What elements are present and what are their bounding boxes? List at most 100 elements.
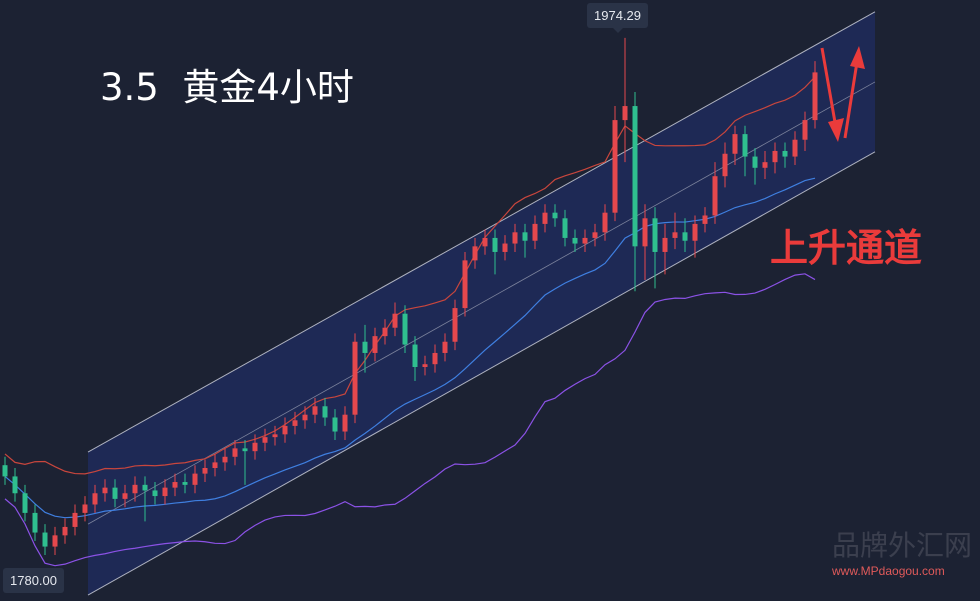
candle — [732, 125, 738, 165]
candle-body — [732, 134, 738, 154]
candle-body — [22, 493, 28, 513]
channel-upper-line — [87, 11, 876, 453]
candle-body — [392, 313, 398, 328]
candle — [452, 299, 458, 351]
bollinger-upper-band — [4, 76, 816, 475]
candle-body — [672, 232, 678, 238]
candle-body — [332, 417, 338, 432]
candle-body — [692, 223, 698, 241]
candle-body — [522, 232, 528, 241]
candle-body — [42, 532, 48, 547]
candle-body — [272, 434, 278, 438]
candle — [182, 473, 188, 494]
candle-body — [142, 484, 148, 491]
candle-body — [82, 504, 88, 513]
candle — [342, 406, 348, 440]
candle — [122, 484, 128, 508]
candle — [402, 305, 408, 353]
candle-body — [422, 364, 428, 367]
candle — [352, 333, 358, 424]
candle-body — [52, 535, 58, 547]
candle — [502, 235, 508, 261]
candle-body — [32, 512, 38, 533]
candle-body — [812, 72, 818, 121]
candle — [512, 223, 518, 252]
candle — [712, 162, 718, 224]
candle — [322, 397, 328, 426]
candle — [442, 333, 448, 362]
candle — [752, 148, 758, 185]
candle-body — [172, 482, 178, 488]
candle-body — [682, 232, 688, 241]
watermark-text: 品牌外汇网 — [832, 529, 973, 562]
candle — [82, 496, 88, 522]
candle-body — [402, 313, 408, 345]
candle-body — [252, 442, 258, 452]
candle-body — [232, 448, 238, 457]
candle — [292, 411, 298, 435]
candle — [762, 150, 768, 180]
up-arrow-icon — [843, 46, 865, 139]
candle-body — [512, 232, 518, 244]
candle — [282, 417, 288, 443]
candle — [62, 518, 68, 544]
candle — [662, 223, 668, 275]
candle — [172, 473, 178, 497]
candle-body — [552, 212, 558, 219]
candle — [682, 218, 688, 252]
candle-body — [212, 462, 218, 469]
candle-body — [662, 237, 668, 252]
candle-body — [632, 106, 638, 247]
candle — [532, 215, 538, 250]
candle — [192, 465, 198, 494]
candle — [642, 204, 648, 281]
candle-body — [342, 414, 348, 432]
candle-body — [122, 493, 128, 499]
candle-body — [472, 246, 478, 261]
candle-body — [62, 526, 68, 536]
candle — [102, 479, 108, 502]
down-arrow-icon — [820, 47, 844, 142]
candle-body — [302, 414, 308, 421]
candle-body — [572, 237, 578, 244]
candle — [602, 204, 608, 241]
candle-body — [762, 162, 768, 168]
candle — [782, 142, 788, 168]
candle-body — [542, 212, 548, 224]
candle — [312, 397, 318, 424]
candle — [802, 111, 808, 151]
candle-body — [242, 448, 248, 452]
candle-body — [582, 237, 588, 244]
candle-body — [372, 336, 378, 353]
candle — [562, 209, 568, 247]
candle — [372, 327, 378, 362]
candle-body — [622, 106, 628, 121]
low-price-tag: 1780.00 — [3, 568, 64, 593]
candle — [22, 484, 28, 522]
candle-body — [362, 341, 368, 353]
candle-body — [202, 468, 208, 474]
candle-body — [112, 487, 118, 499]
candle — [362, 324, 368, 373]
candle-body — [702, 215, 708, 224]
candle-body — [432, 352, 438, 365]
candle-body — [712, 176, 718, 216]
candle — [12, 468, 18, 502]
candle — [52, 526, 58, 555]
candle — [702, 207, 708, 233]
candle — [392, 302, 398, 337]
candle — [622, 37, 628, 163]
candle — [132, 476, 138, 502]
candle-body — [382, 327, 388, 337]
candle-body — [482, 237, 488, 247]
candle-body — [802, 120, 808, 140]
candle-body — [792, 139, 798, 157]
candle — [42, 524, 48, 555]
candle — [92, 484, 98, 513]
candle-body — [782, 150, 788, 157]
candle-body — [12, 476, 18, 494]
candle — [472, 237, 478, 269]
candle-body — [92, 493, 98, 505]
candle-body — [492, 237, 498, 252]
